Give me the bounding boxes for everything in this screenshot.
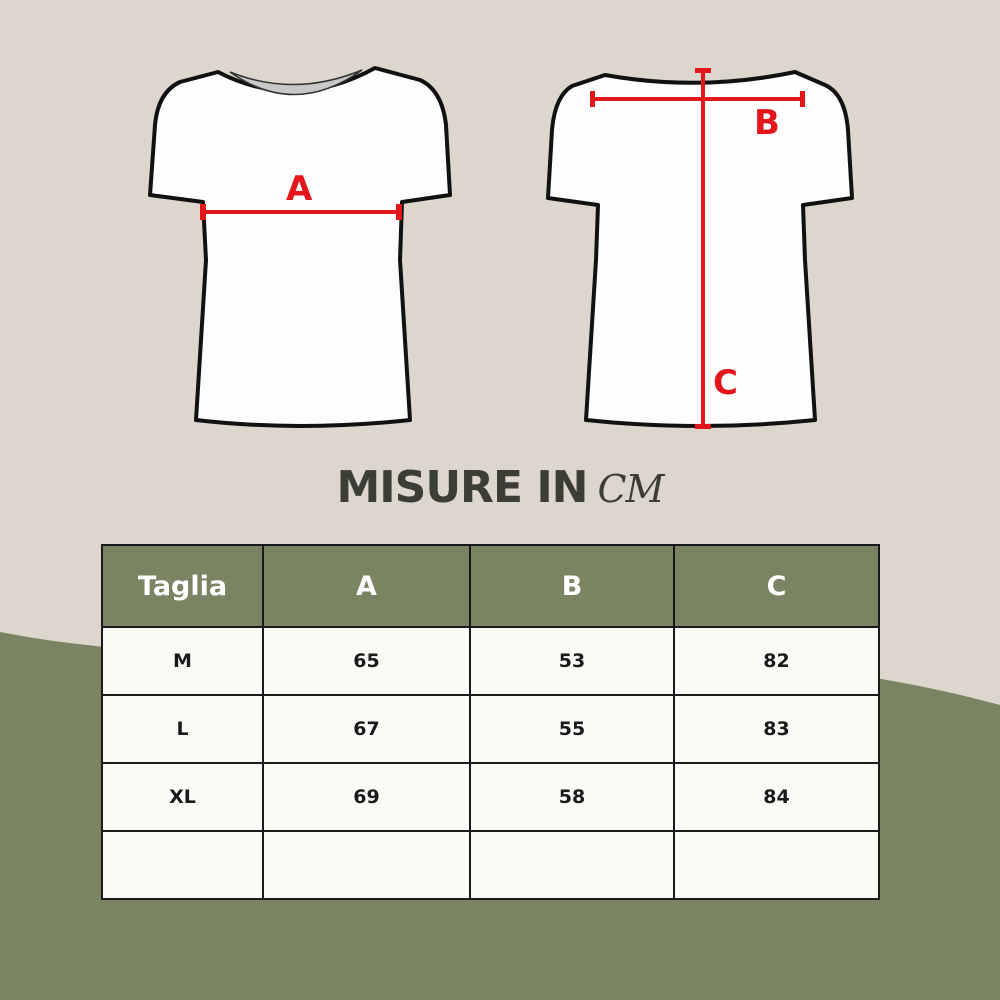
table-row: M 65 53 82 bbox=[101, 626, 880, 696]
back-tshirt: B C bbox=[546, 68, 854, 429]
page-title: MISURE IN CM bbox=[0, 462, 1000, 513]
header-b: B bbox=[469, 544, 675, 628]
cell-c: 84 bbox=[673, 762, 880, 832]
cell-a: 69 bbox=[262, 762, 471, 832]
label-a: A bbox=[286, 169, 313, 209]
cell-b bbox=[469, 830, 675, 900]
label-c: C bbox=[713, 363, 738, 403]
title-unit: CM bbox=[597, 467, 665, 511]
header-taglia: Taglia bbox=[101, 544, 264, 628]
size-table: Taglia A B C M 65 53 82 L 67 55 83 XL 69… bbox=[101, 544, 880, 900]
cell-size: L bbox=[101, 694, 264, 764]
cell-size: XL bbox=[101, 762, 264, 832]
front-tshirt: A bbox=[148, 66, 452, 428]
cell-size bbox=[101, 830, 264, 900]
cell-b: 55 bbox=[469, 694, 675, 764]
cell-a: 65 bbox=[262, 626, 471, 696]
cell-c: 82 bbox=[673, 626, 880, 696]
cell-c bbox=[673, 830, 880, 900]
header-a: A bbox=[262, 544, 471, 628]
tshirt-diagrams: A B C bbox=[148, 66, 854, 429]
cell-size: M bbox=[101, 626, 264, 696]
cell-a bbox=[262, 830, 471, 900]
label-b: B bbox=[754, 103, 780, 143]
title-main: MISURE IN bbox=[336, 462, 588, 513]
cell-b: 53 bbox=[469, 626, 675, 696]
cell-b: 58 bbox=[469, 762, 675, 832]
cell-a: 67 bbox=[262, 694, 471, 764]
table-row-empty bbox=[101, 830, 880, 900]
table-header-row: Taglia A B C bbox=[101, 544, 880, 628]
table-row: XL 69 58 84 bbox=[101, 762, 880, 832]
cell-c: 83 bbox=[673, 694, 880, 764]
header-c: C bbox=[673, 544, 880, 628]
table-row: L 67 55 83 bbox=[101, 694, 880, 764]
